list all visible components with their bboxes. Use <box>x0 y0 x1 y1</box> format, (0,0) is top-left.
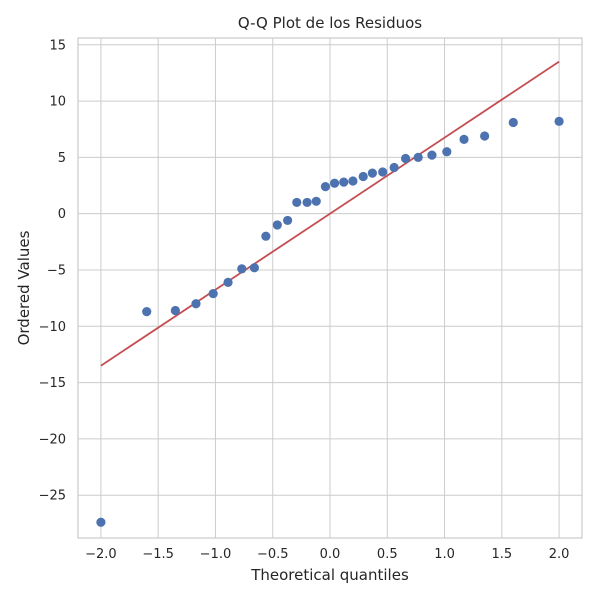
data-point <box>223 277 233 287</box>
data-point <box>329 178 340 188</box>
data-point <box>389 162 399 173</box>
data-point <box>292 197 302 208</box>
data-point <box>96 517 106 527</box>
x-axis-ticks: −2.0 −1.5 −1.0 −0.5 0.0 0.5 1.0 1.5 2.0 <box>85 547 569 562</box>
data-point <box>170 305 180 316</box>
reference-line-layer <box>100 60 560 367</box>
data-point <box>249 263 259 273</box>
x-tick-label: −1.5 <box>142 547 174 562</box>
x-tick-label: −0.5 <box>257 547 289 562</box>
x-axis-label: Theoretical quantiles <box>250 566 409 584</box>
data-point <box>272 220 282 230</box>
y-tick-label: 10 <box>49 95 66 110</box>
data-point <box>459 134 469 144</box>
plot-frame <box>77 37 583 539</box>
data-point <box>339 177 349 187</box>
data-point <box>413 152 423 162</box>
data-point <box>302 197 312 208</box>
y-tick-label: 5 <box>58 151 66 166</box>
data-points <box>96 116 564 527</box>
data-point <box>367 168 377 178</box>
data-point <box>378 167 388 177</box>
data-point <box>348 176 358 186</box>
data-point <box>261 231 271 241</box>
y-tick-label: −25 <box>39 489 66 504</box>
y-tick-label: −20 <box>39 432 66 447</box>
y-axis-label: Ordered Values <box>15 230 33 345</box>
data-point <box>191 299 201 309</box>
y-axis-ticks: 15 10 5 0 −5 −10 −15 −20 −25 <box>39 38 66 503</box>
data-point <box>311 196 321 206</box>
x-tick-label: 1.0 <box>434 547 455 562</box>
x-tick-label: −1.0 <box>200 547 232 562</box>
x-tick-label: 0.5 <box>377 547 398 562</box>
data-point <box>427 150 437 160</box>
data-point <box>208 289 218 299</box>
data-point <box>237 264 247 274</box>
chart-title: Q-Q Plot de los Residuos <box>238 14 422 32</box>
data-point <box>508 117 518 128</box>
y-tick-label: 0 <box>58 207 66 222</box>
y-tick-label: −15 <box>39 376 66 391</box>
data-point <box>442 147 452 157</box>
x-tick-label: −2.0 <box>85 547 117 562</box>
x-tick-label: 2.0 <box>549 547 570 562</box>
data-point <box>283 215 293 226</box>
grid-lines <box>78 38 582 538</box>
reference-line <box>100 60 560 367</box>
data-point <box>142 307 152 317</box>
y-tick-label: −5 <box>47 263 66 278</box>
data-point <box>554 116 564 126</box>
y-tick-label: 15 <box>49 38 66 53</box>
x-tick-label: 0.0 <box>320 547 341 562</box>
y-tick-label: −10 <box>39 320 66 335</box>
data-point <box>358 171 368 182</box>
data-point <box>480 131 490 141</box>
x-tick-label: 1.5 <box>491 547 512 562</box>
data-point <box>401 153 411 164</box>
data-point <box>320 182 331 192</box>
